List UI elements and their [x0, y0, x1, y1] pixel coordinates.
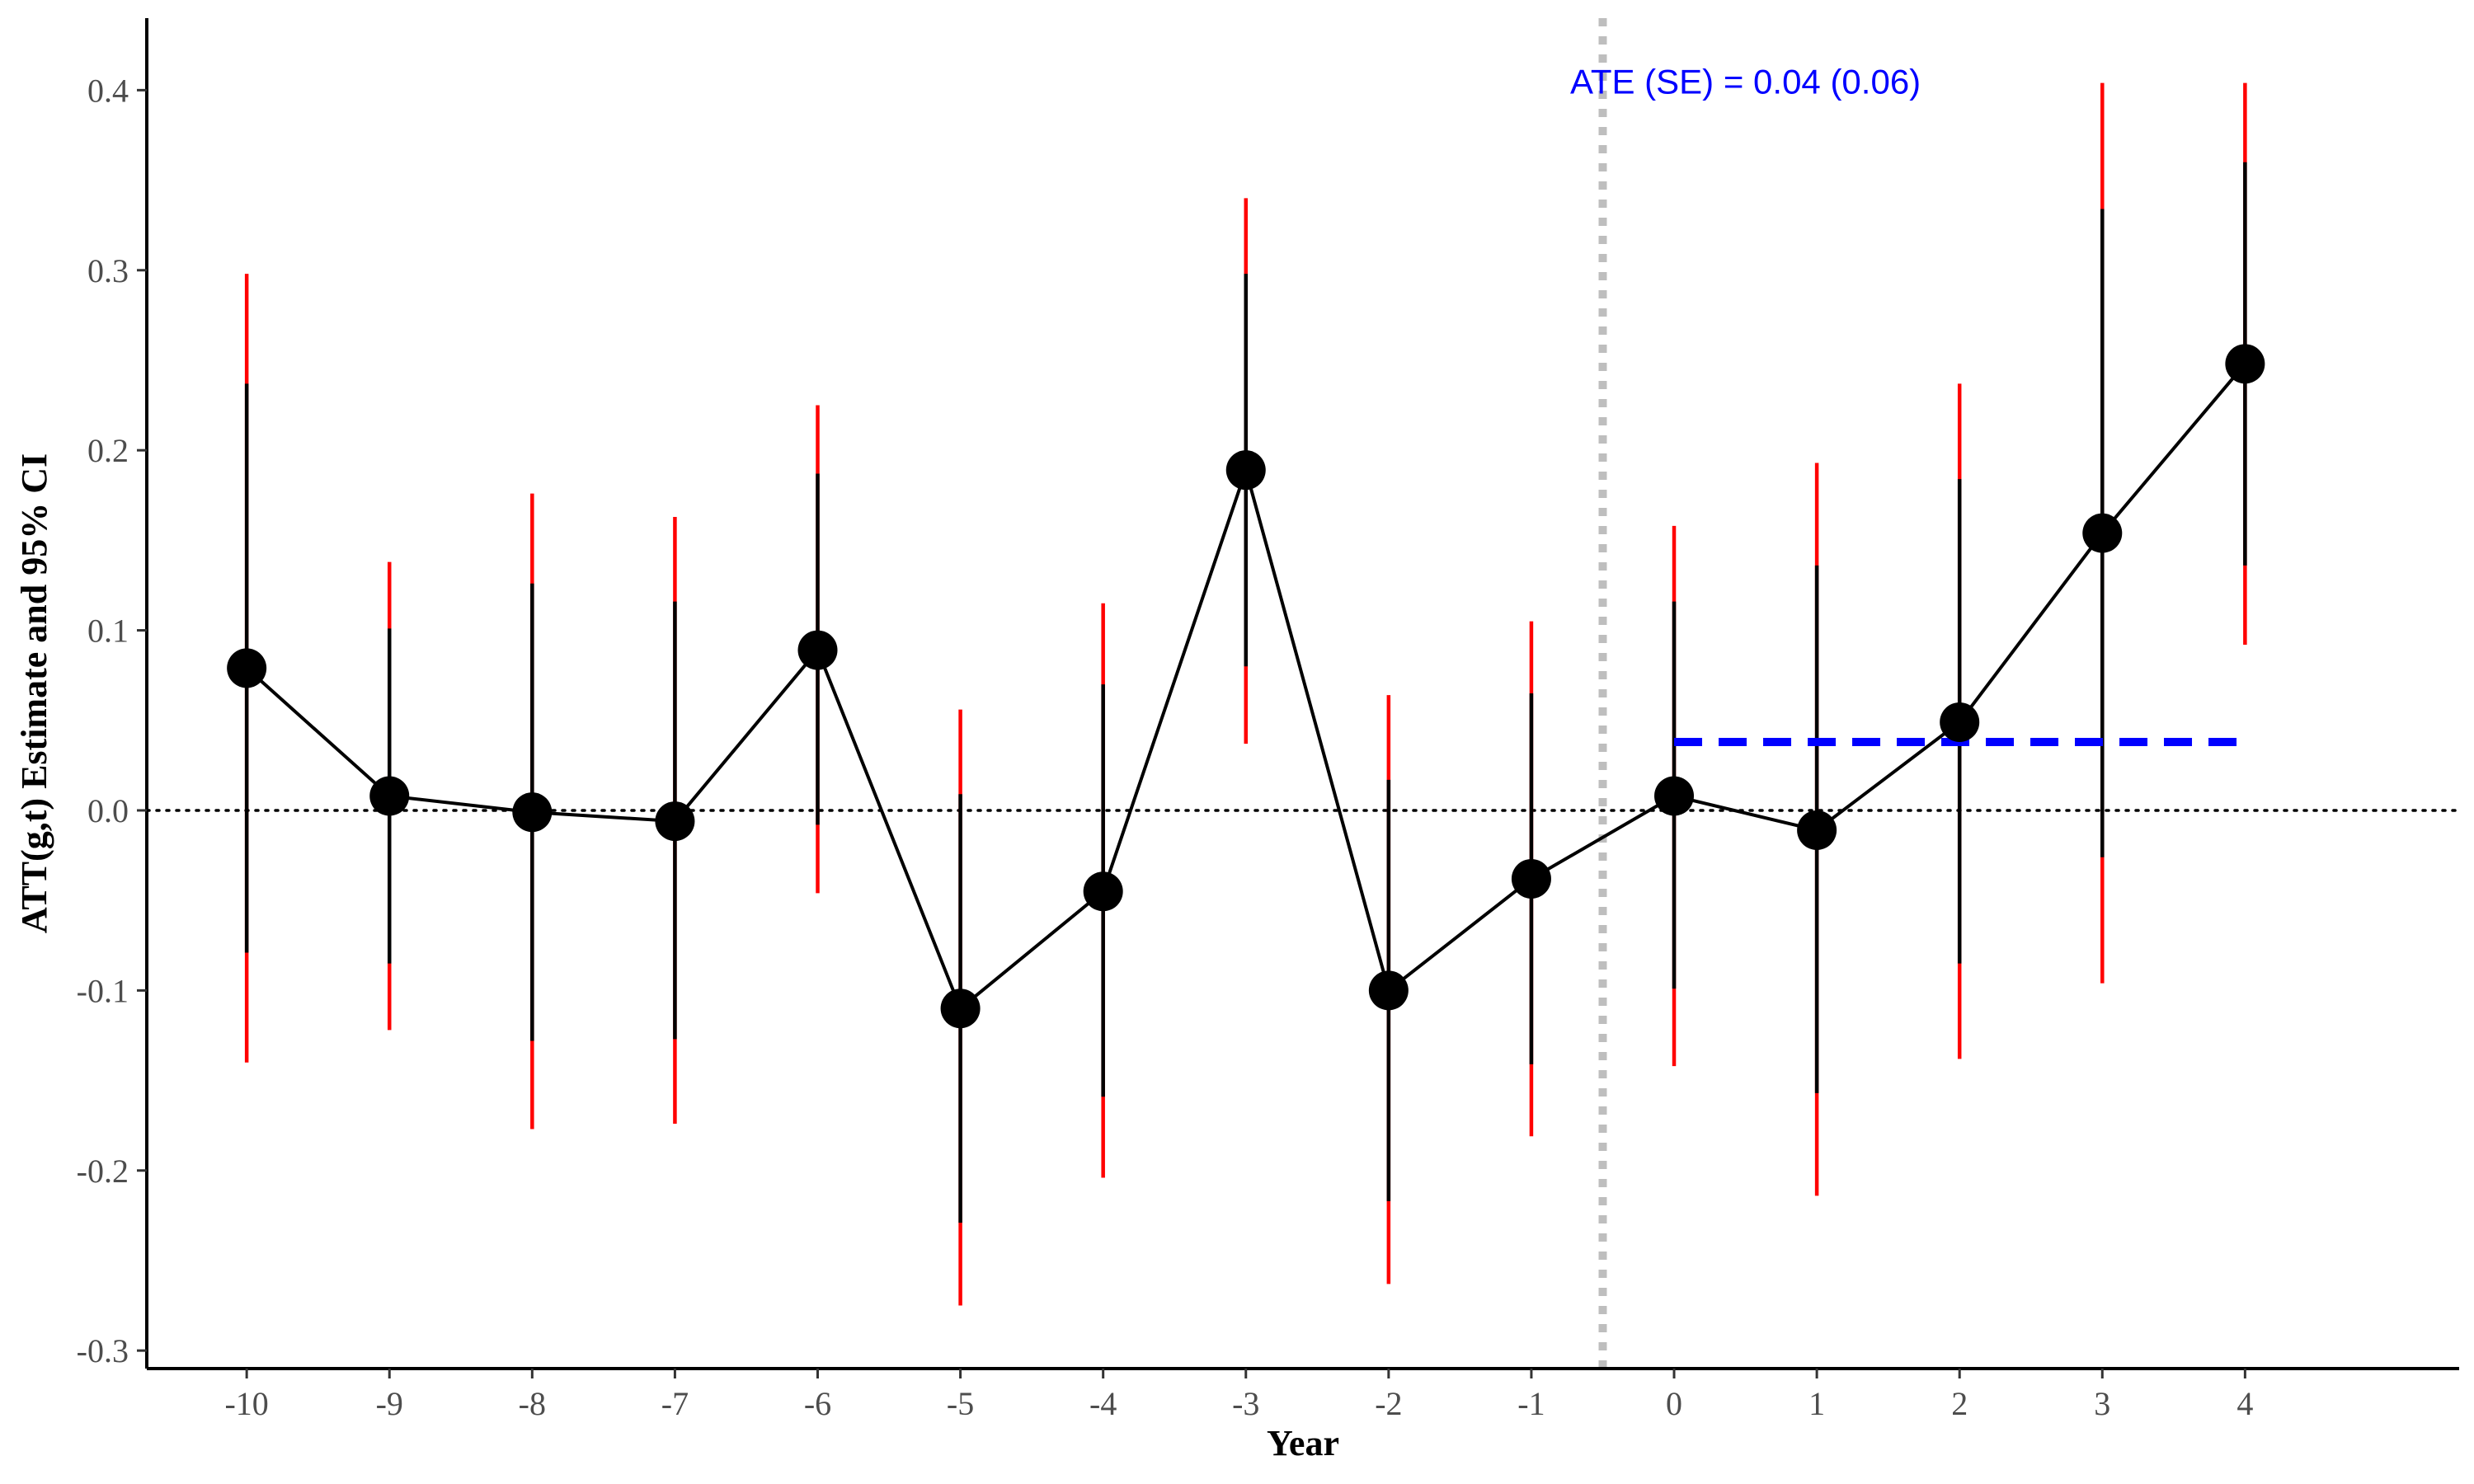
reference-lines — [145, 18, 2461, 1369]
x-tick-label: 4 — [2236, 1385, 2253, 1422]
estimate-point — [227, 648, 267, 688]
x-tick-label: -3 — [1232, 1385, 1259, 1422]
y-tick-label: 0.4 — [87, 72, 129, 109]
x-tick-label: 0 — [1666, 1385, 1682, 1422]
y-tick-label: 0.1 — [87, 613, 129, 650]
y-tick-label: 0.2 — [87, 432, 129, 469]
estimate-point — [1654, 776, 1695, 816]
estimate-point — [1940, 702, 1980, 742]
estimate-point — [1368, 970, 1409, 1011]
x-tick-label: -5 — [947, 1385, 974, 1422]
x-tick-label: -6 — [804, 1385, 831, 1422]
estimate-point — [2082, 513, 2123, 553]
y-tick-label: -0.1 — [77, 972, 129, 1009]
ate-annotation: ATE (SE) = 0.04 (0.06) — [1570, 62, 1921, 101]
x-tick-label: -8 — [519, 1385, 546, 1422]
estimate-point — [1797, 810, 1837, 850]
y-tick-label: -0.3 — [77, 1332, 129, 1369]
y-tick-label: 0.0 — [87, 792, 129, 829]
estimate-point — [512, 792, 553, 833]
estimate-point — [369, 776, 410, 816]
estimate-point — [2225, 344, 2265, 384]
y-tick-label: -0.2 — [77, 1153, 129, 1190]
x-tick-label: 3 — [2094, 1385, 2110, 1422]
x-tick-label: -1 — [1517, 1385, 1545, 1422]
estimate-point — [1083, 871, 1123, 912]
x-axis-title: Year — [1267, 1423, 1339, 1463]
y-axis-title: ATT(g,t) Estimate and 95% CI — [14, 453, 54, 933]
x-tick-label: 2 — [1951, 1385, 1968, 1422]
x-tick-label: 1 — [1808, 1385, 1825, 1422]
estimate-point — [1225, 450, 1266, 491]
estimate-point — [1511, 858, 1551, 899]
y-tick-label: 0.3 — [87, 252, 129, 289]
y-axis-ticks: -0.3 -0.2 -0.1 0.0 0.1 0.2 0.3 0.4 — [77, 72, 147, 1369]
estimate-point — [655, 801, 695, 842]
x-axis-ticks: -10 -9 -8 -7 -6 -5 -4 -3 -2 -1 0 1 2 3 4 — [224, 1369, 2253, 1422]
x-tick-label: -10 — [224, 1385, 268, 1422]
estimate-point — [797, 630, 838, 670]
x-tick-label: -2 — [1375, 1385, 1402, 1422]
estimate-points — [227, 344, 2265, 1029]
x-tick-label: -4 — [1089, 1385, 1117, 1422]
x-tick-label: -9 — [376, 1385, 403, 1422]
estimate-point — [940, 989, 981, 1029]
x-tick-label: -7 — [661, 1385, 689, 1422]
confidence-intervals — [244, 82, 2247, 1306]
axes — [145, 18, 2459, 1370]
